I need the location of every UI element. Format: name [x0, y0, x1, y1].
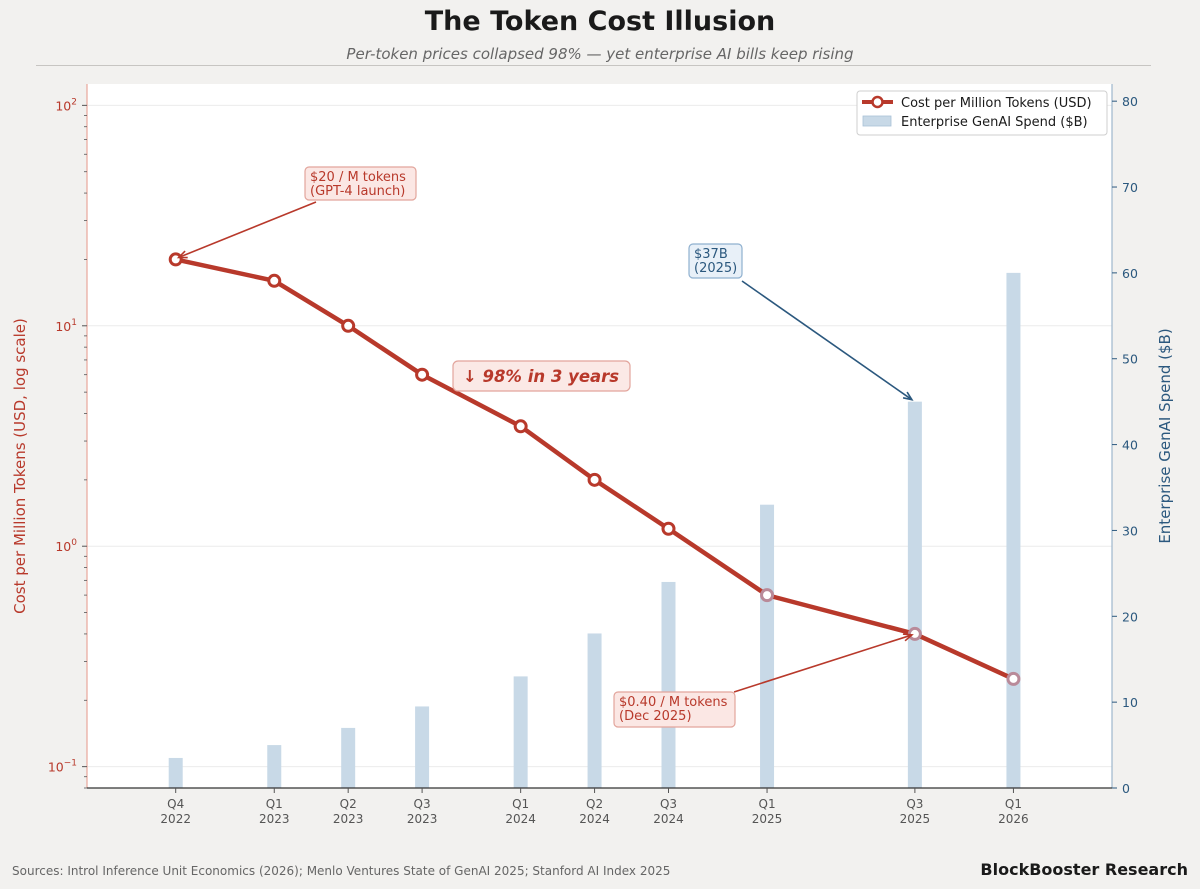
legend-label: Enterprise GenAI Spend ($B) [901, 115, 1088, 130]
x-tick-label: 2025 [752, 812, 783, 826]
y2-tick-label: 40 [1122, 438, 1138, 453]
cost-point [587, 472, 602, 487]
dec2025-annotation-box [613, 691, 736, 728]
spend-bar [267, 745, 282, 788]
x-tick-label: 2025 [900, 812, 931, 826]
dec2025-annotation-text: (Dec 2025) [619, 709, 692, 724]
legend: Cost per Million Tokens (USD) Enterprise … [856, 90, 1108, 136]
y-axis-label: Cost per Million Tokens (USD, log scale) [11, 318, 29, 614]
callout-text: ↓ 98% in 3 years [463, 367, 619, 386]
y2-tick-label: 20 [1122, 609, 1138, 624]
x-tick-label: Q3 [906, 797, 923, 811]
spend-bar [513, 676, 528, 788]
chart-title: The Token Cost Illusion [424, 6, 776, 37]
cost-point [1006, 671, 1021, 686]
spend-bars [168, 272, 1021, 788]
x-tick-label: Q3 [414, 797, 431, 811]
spend-bar [415, 706, 430, 788]
x-tick-label: 2023 [259, 812, 290, 826]
x-tick-label: 2026 [998, 812, 1029, 826]
spend-bar [760, 504, 775, 788]
spend-annotation-text: $37B [694, 247, 728, 262]
cost-point [661, 521, 676, 536]
dec2025-annotation-text: $0.40 / M tokens [619, 695, 728, 710]
x-tick-label: Q2 [586, 797, 603, 811]
cost-point [415, 367, 430, 382]
x-tick-label: Q1 [266, 797, 283, 811]
gpt4-annotation-text: (GPT-4 launch) [310, 184, 405, 199]
x-tick-label: Q1 [1005, 797, 1022, 811]
y-tick-label: 102 [55, 97, 77, 113]
y2-tick-label: 80 [1122, 94, 1138, 109]
y2-tick-label: 60 [1122, 266, 1138, 281]
annotation-arrowhead [902, 633, 914, 642]
spend-bar [1006, 272, 1021, 788]
y-tick-label: 100 [55, 538, 77, 554]
spend-bar [587, 633, 602, 788]
legend-label: Cost per Million Tokens (USD) [901, 96, 1092, 111]
y-tick-label: 101 [55, 318, 77, 334]
legend-marker-swatch [871, 95, 884, 109]
spend-bar [907, 401, 922, 788]
spend-annotation-text: (2025) [694, 261, 737, 276]
cost-line [175, 257, 1015, 681]
chart-subtitle: Per-token prices collapsed 98% — yet ent… [346, 45, 854, 63]
title-divider [36, 65, 1151, 66]
y-tick-label: 10−1 [48, 759, 77, 775]
y2-tick-label: 10 [1122, 695, 1138, 710]
annotations: $20 / M tokens(GPT-4 launch) $37B(2025) $0… [176, 166, 914, 728]
x-tick-label: 2022 [160, 812, 191, 826]
x-tick-label: Q4 [167, 797, 184, 811]
cost-point [513, 419, 528, 434]
spend-annotation-box [688, 243, 743, 279]
gpt4-annotation-box [304, 166, 417, 201]
callout-box [452, 360, 631, 392]
sources-note: Sources: Introl Inference Unit Economics… [12, 864, 671, 878]
annotation-arrow [733, 634, 913, 693]
annotation-arrow [741, 280, 913, 401]
cost-point [341, 318, 356, 333]
y2-tick-label: 0 [1122, 781, 1130, 796]
cost-point [907, 626, 922, 641]
x-tick-label: 2024 [653, 812, 684, 826]
cost-point [760, 588, 775, 603]
y2-tick-label: 50 [1122, 352, 1138, 367]
annotation-arrowhead [902, 391, 914, 401]
spend-bar [341, 727, 356, 788]
x-tick-label: Q2 [340, 797, 357, 811]
spend-bar [168, 757, 183, 788]
cost-point [267, 273, 282, 288]
x-tick-label: Q3 [660, 797, 677, 811]
x-tick-label: 2024 [579, 812, 610, 826]
annotation-arrow [178, 201, 317, 259]
x-tick-label: Q1 [512, 797, 529, 811]
brand-label: BlockBooster Research [980, 860, 1188, 879]
x-tick-label: 2023 [407, 812, 438, 826]
y2-axis-label: Enterprise GenAI Spend ($B) [1156, 328, 1174, 543]
axes: 10−110010110201020304050607080Q42022Q120… [11, 84, 1174, 826]
y2-tick-label: 70 [1122, 180, 1138, 195]
x-tick-label: Q1 [759, 797, 776, 811]
y2-tick-label: 30 [1122, 523, 1138, 538]
gpt4-annotation-text: $20 / M tokens [310, 170, 406, 185]
annotation-arrowhead [176, 250, 188, 259]
spend-bar [661, 581, 676, 788]
legend-bar-swatch [862, 115, 892, 127]
legend-box [856, 90, 1108, 136]
x-tick-label: 2023 [333, 812, 364, 826]
x-tick-label: 2024 [505, 812, 536, 826]
